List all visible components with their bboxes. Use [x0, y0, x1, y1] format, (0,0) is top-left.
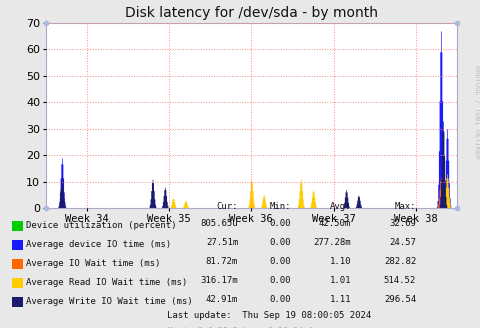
Text: Average Write IO Wait time (ms): Average Write IO Wait time (ms) [26, 297, 192, 306]
Text: 24.57: 24.57 [388, 238, 415, 247]
Text: Max:: Max: [394, 202, 415, 212]
Text: 42.50m: 42.50m [318, 219, 350, 228]
Text: RRDTOOL / TOBI OETIKER: RRDTOOL / TOBI OETIKER [473, 65, 479, 158]
Text: 0.00: 0.00 [269, 219, 290, 228]
Text: Cur:: Cur: [216, 202, 238, 212]
Text: 277.28m: 277.28m [313, 238, 350, 247]
Text: 1.11: 1.11 [329, 295, 350, 304]
Text: 805.65u: 805.65u [200, 219, 238, 228]
Text: 27.51m: 27.51m [205, 238, 238, 247]
Text: 514.52: 514.52 [383, 276, 415, 285]
Text: 0.00: 0.00 [269, 295, 290, 304]
Text: 42.91m: 42.91m [205, 295, 238, 304]
Text: 0.00: 0.00 [269, 276, 290, 285]
Text: Device utilization (percent): Device utilization (percent) [26, 221, 177, 230]
Text: 1.10: 1.10 [329, 257, 350, 266]
Text: 1.01: 1.01 [329, 276, 350, 285]
Text: Avg:: Avg: [329, 202, 350, 212]
Text: Average device IO time (ms): Average device IO time (ms) [26, 240, 171, 249]
Text: 316.17m: 316.17m [200, 276, 238, 285]
Text: 282.82: 282.82 [383, 257, 415, 266]
Text: Average IO Wait time (ms): Average IO Wait time (ms) [26, 259, 160, 268]
Text: Last update:  Thu Sep 19 08:00:05 2024: Last update: Thu Sep 19 08:00:05 2024 [167, 311, 371, 320]
Text: 0.00: 0.00 [269, 238, 290, 247]
Text: Min:: Min: [269, 202, 290, 212]
Text: 0.00: 0.00 [269, 257, 290, 266]
Text: Average Read IO Wait time (ms): Average Read IO Wait time (ms) [26, 278, 187, 287]
Title: Disk latency for /dev/sda - by month: Disk latency for /dev/sda - by month [125, 7, 377, 20]
Text: Munin 2.0.25-2ubuntu0.16.04.4: Munin 2.0.25-2ubuntu0.16.04.4 [168, 327, 312, 328]
Text: 81.72m: 81.72m [205, 257, 238, 266]
Text: 296.54: 296.54 [383, 295, 415, 304]
Text: 32.69: 32.69 [388, 219, 415, 228]
